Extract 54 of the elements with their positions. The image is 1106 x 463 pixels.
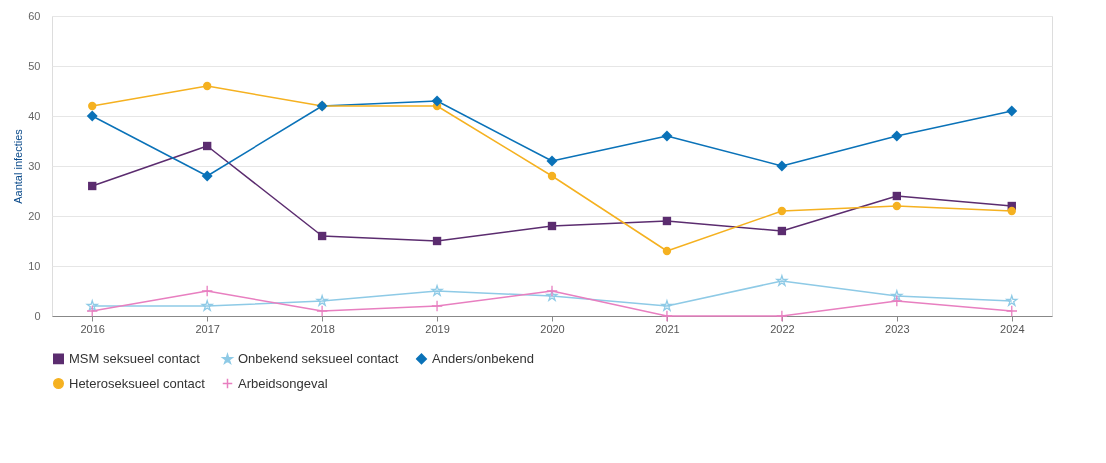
point <box>202 81 212 91</box>
x-tick-label: 2017 <box>195 322 220 335</box>
x-tick-label: 2020 <box>540 322 565 335</box>
point <box>1006 105 1018 117</box>
point <box>661 310 673 322</box>
point <box>201 170 213 182</box>
y-tick-label: 40 <box>28 109 41 122</box>
legend-label: MSM seksueel contact <box>69 350 201 366</box>
legend-label: Arbeidsongeval <box>238 375 328 391</box>
x-tick-label: 2018 <box>310 322 335 335</box>
point <box>892 191 902 201</box>
x-tick-label: 2021 <box>655 322 680 335</box>
legend-label: Heteroseksueel contact <box>69 375 206 391</box>
y-axis-title: Aantal infecties <box>12 128 25 204</box>
point <box>661 130 673 142</box>
point <box>86 305 99 317</box>
point <box>547 171 557 181</box>
point <box>662 216 672 226</box>
point <box>546 285 558 297</box>
y-tick-label: 30 <box>28 159 41 172</box>
point <box>892 201 902 211</box>
point <box>316 305 329 317</box>
y-tick-label: 10 <box>28 259 41 272</box>
point <box>891 130 903 142</box>
point <box>86 110 98 122</box>
y-tick-label: 0 <box>34 309 41 322</box>
point <box>662 246 672 256</box>
x-tick-label: 2022 <box>770 322 795 335</box>
legend-label: Anders/onbekend <box>432 350 534 366</box>
x-tick-label: 2023 <box>885 322 910 335</box>
point <box>547 221 557 231</box>
point <box>431 95 443 107</box>
point <box>775 310 788 322</box>
point <box>1007 206 1016 216</box>
x-tick-label: 2019 <box>425 322 450 335</box>
point <box>88 101 97 111</box>
point <box>432 236 442 246</box>
legend-label: Onbekend seksueel contact <box>238 351 399 367</box>
point <box>88 181 97 191</box>
point <box>202 141 212 151</box>
y-tick-label: 60 <box>28 9 41 22</box>
point <box>777 226 787 236</box>
point <box>776 160 788 172</box>
y-tick-label: 50 <box>28 59 41 72</box>
point <box>546 155 558 167</box>
point <box>890 295 903 307</box>
point <box>1005 305 1018 317</box>
y-tick-label: 20 <box>28 209 41 222</box>
x-tick-label: 2024 <box>1000 322 1025 335</box>
point <box>201 285 214 297</box>
x-tick-label: 2016 <box>80 322 105 335</box>
point <box>431 300 443 312</box>
point <box>317 231 327 241</box>
point <box>777 206 787 216</box>
